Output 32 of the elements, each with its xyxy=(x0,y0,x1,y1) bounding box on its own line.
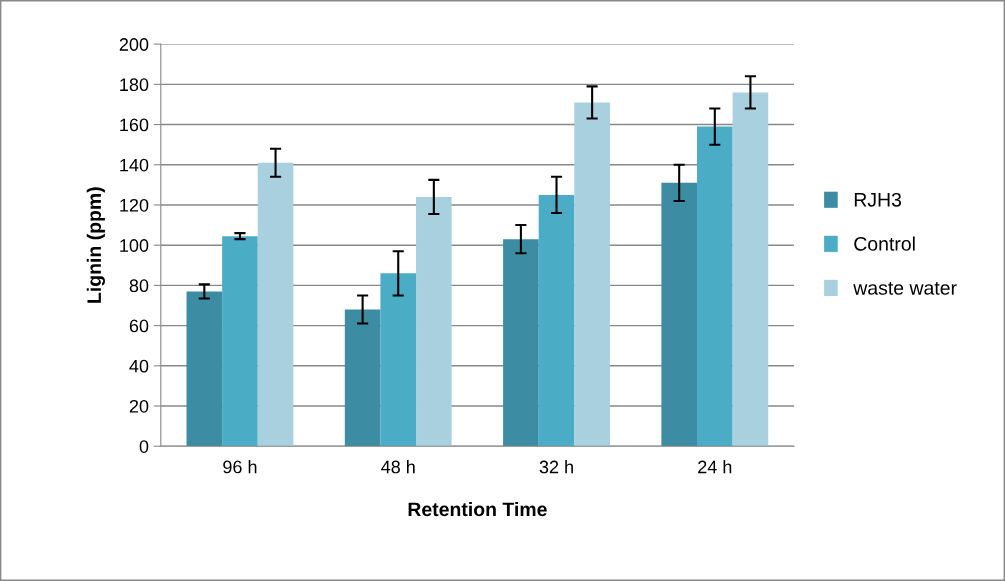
y-tick-label: 100 xyxy=(120,239,149,252)
x-tick-label: 96 h xyxy=(223,460,257,474)
y-tick-label: 160 xyxy=(120,118,149,132)
bar xyxy=(186,291,223,447)
y-tick-label: 200 xyxy=(119,38,149,51)
y-tick-label: 140 xyxy=(120,158,149,172)
y-tick-label: 20 xyxy=(129,399,149,413)
legend-label: waste water xyxy=(853,282,957,295)
bar xyxy=(697,126,733,447)
bar xyxy=(344,309,381,447)
bar xyxy=(380,273,417,447)
bar xyxy=(732,92,769,447)
legend-label: Control xyxy=(854,236,915,251)
y-tick-label: 60 xyxy=(129,319,149,333)
y-tick-label: 180 xyxy=(120,78,149,92)
x-tick-label: 32 h xyxy=(539,460,573,474)
legend-label: RJH3 xyxy=(854,192,902,207)
y-tick-label: 40 xyxy=(129,359,149,373)
y-tick-label: 80 xyxy=(129,279,149,293)
bar xyxy=(661,182,697,447)
y-tick-label: 0 xyxy=(139,440,149,453)
y-tick-label: 120 xyxy=(120,198,149,212)
bar xyxy=(257,162,294,447)
bar xyxy=(416,196,452,447)
bar xyxy=(574,102,610,447)
x-axis-title: Retention Time xyxy=(408,501,547,517)
bar xyxy=(503,239,539,447)
y-axis-title: Lignin (ppm) xyxy=(86,187,105,303)
x-tick-label: 48 h xyxy=(381,460,415,474)
bar xyxy=(222,236,258,447)
x-tick-label: 24 h xyxy=(698,460,732,474)
bar xyxy=(538,194,575,447)
